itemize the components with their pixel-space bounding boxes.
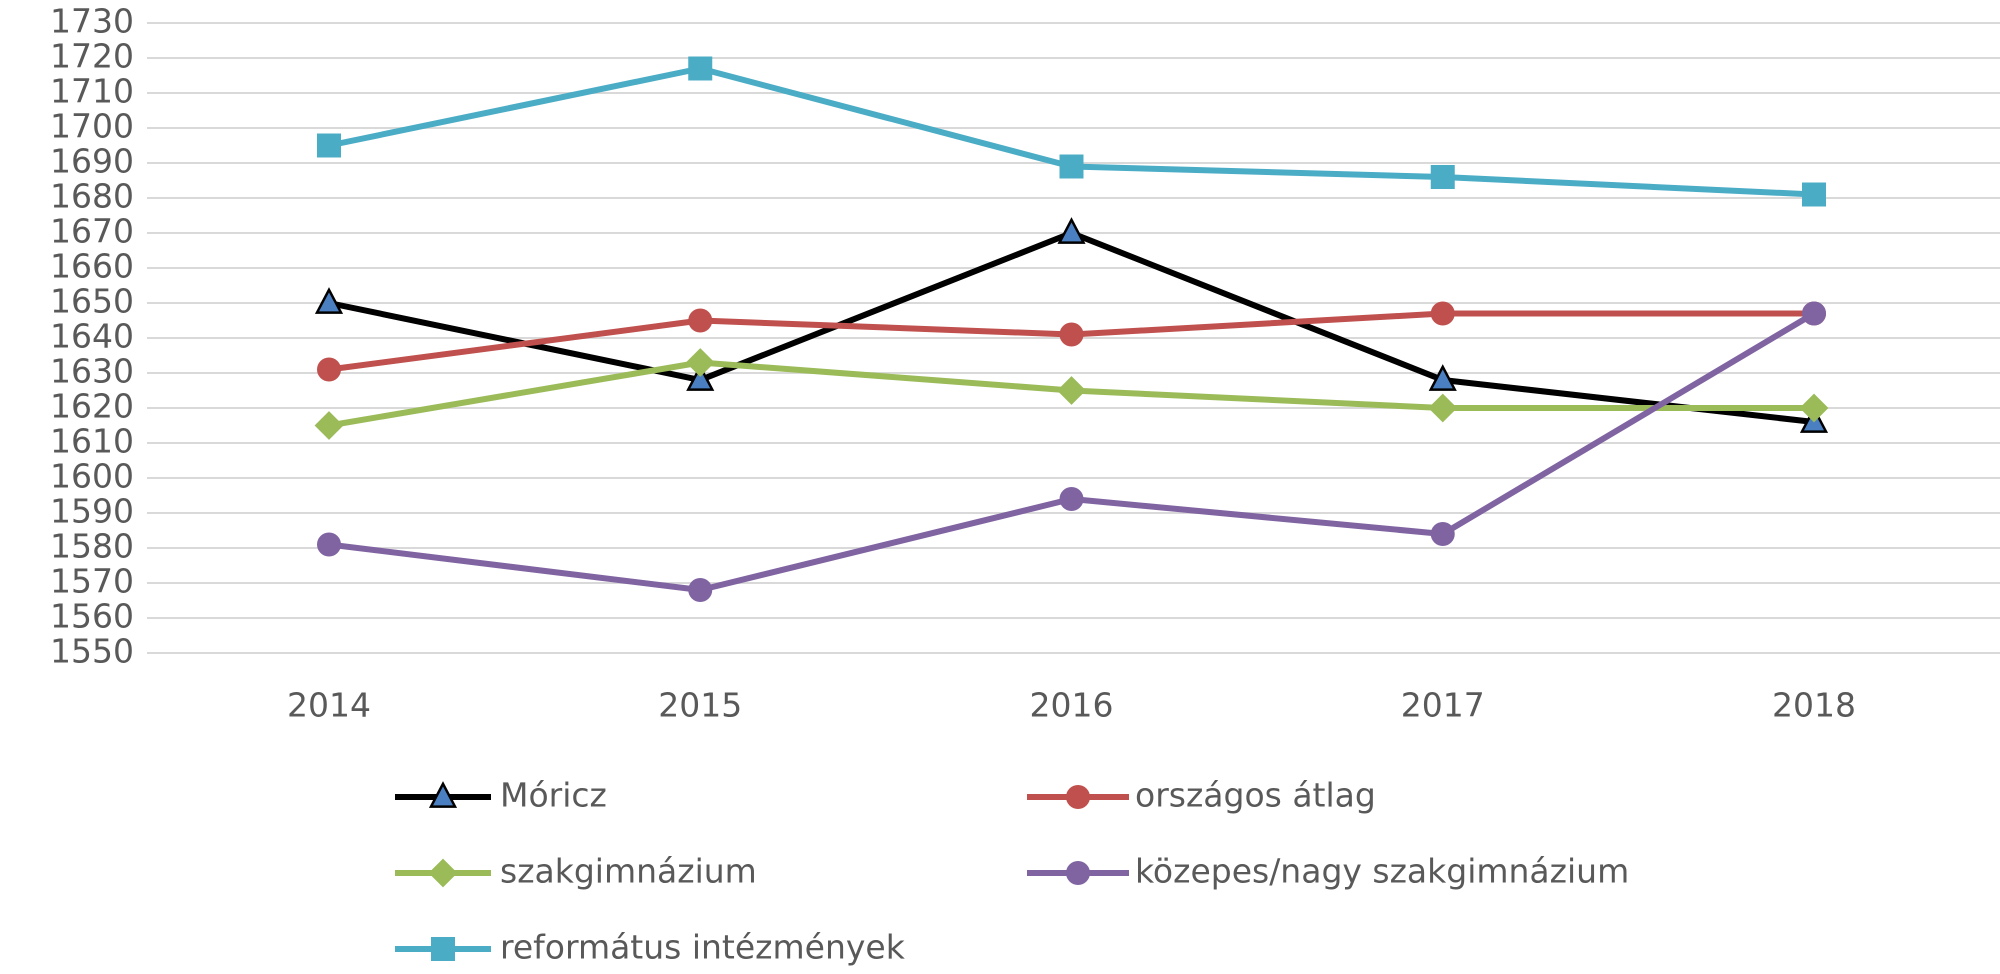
legend-marker <box>428 781 458 808</box>
marker <box>1802 301 1826 326</box>
marker <box>688 578 713 602</box>
y-tick-label: 1660 <box>50 247 134 286</box>
marker <box>1428 393 1458 423</box>
y-tick-label: 1730 <box>50 2 134 41</box>
marker <box>1430 522 1455 546</box>
marker <box>1430 301 1455 326</box>
x-tick-label: 2016 <box>1030 686 1114 725</box>
legend-marker <box>1066 861 1090 885</box>
x-tick-label: 2014 <box>287 686 371 725</box>
y-tick-label: 1550 <box>50 632 134 671</box>
marker <box>685 348 715 377</box>
marker <box>314 287 344 314</box>
legend-label: országos átlag <box>1135 776 1376 815</box>
y-tick-label: 1590 <box>50 492 134 531</box>
legend-marker <box>428 858 458 888</box>
legend-label: szakgimnázium <box>500 852 757 891</box>
marker <box>314 411 344 440</box>
legend-marker <box>431 937 455 961</box>
x-tick-label: 2017 <box>1401 686 1485 725</box>
y-tick-label: 1620 <box>50 387 134 426</box>
y-tick-label: 1600 <box>50 457 134 496</box>
marker <box>1059 487 1084 511</box>
marker <box>1799 393 1829 423</box>
marker <box>317 357 341 382</box>
marker <box>1428 364 1457 391</box>
x-tick-label: 2018 <box>1772 686 1856 725</box>
y-tick-label: 1700 <box>50 107 134 146</box>
y-tick-label: 1690 <box>50 142 134 181</box>
marker <box>1802 182 1826 207</box>
y-tick-label: 1710 <box>50 72 134 111</box>
marker <box>317 133 341 158</box>
legend-marker <box>1066 785 1090 809</box>
y-tick-label: 1720 <box>50 37 134 76</box>
marker <box>1059 154 1084 179</box>
y-tick-label: 1670 <box>50 212 134 251</box>
y-tick-label: 1560 <box>50 597 134 636</box>
y-tick-label: 1580 <box>50 527 134 566</box>
y-tick-label: 1640 <box>50 317 134 356</box>
legend-label: Móricz <box>500 776 607 815</box>
y-tick-label: 1570 <box>50 562 134 601</box>
marker <box>317 532 341 557</box>
marker <box>1057 217 1086 244</box>
x-tick-label: 2015 <box>658 686 742 725</box>
y-tick-label: 1680 <box>50 177 134 216</box>
marker <box>688 56 713 81</box>
marker <box>1430 165 1455 189</box>
marker <box>1059 322 1084 347</box>
y-tick-label: 1650 <box>50 282 134 321</box>
marker <box>1057 376 1086 405</box>
y-tick-label: 1630 <box>50 352 134 391</box>
legend-label: református intézmények <box>500 928 906 967</box>
marker <box>686 364 715 391</box>
y-tick-label: 1610 <box>50 422 134 461</box>
marker <box>688 308 713 333</box>
legend-label: közepes/nagy szakgimnázium <box>1135 852 1629 891</box>
